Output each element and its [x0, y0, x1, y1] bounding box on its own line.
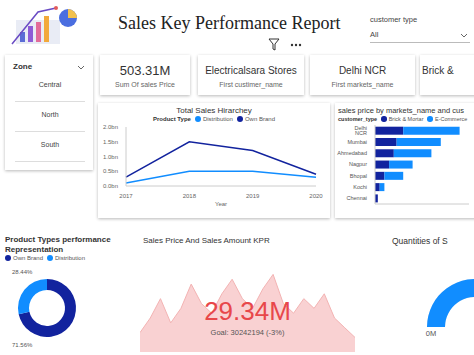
svg-text:2020: 2020 — [309, 193, 323, 199]
html-text:sales price by markets_name an: sales price by markets_name and cus — [338, 106, 464, 115]
html-text:South: South — [40, 141, 60, 148]
svg-text:Kochi: Kochi — [353, 184, 367, 190]
html-text:Goal: 30242194 (-3%): Goal: 30242194 (-3%) — [210, 328, 285, 337]
html-text:customer_type: customer_type — [338, 116, 378, 122]
svg-text:28.44%: 28.44% — [12, 269, 33, 275]
html-text:Own Brand: Own Brand — [13, 255, 43, 261]
svg-text:Chennai: Chennai — [347, 195, 368, 201]
svg-text:0.5bn: 0.5bn — [103, 168, 118, 174]
html-text:503.31M: 503.31M — [119, 63, 171, 78]
svg-text:2.0bn: 2.0bn — [103, 124, 118, 130]
svg-text:Bhopal: Bhopal — [350, 173, 367, 179]
html-text:Distribution: Distribution — [202, 116, 233, 122]
svg-text:Nagpur: Nagpur — [349, 161, 367, 167]
html-text:Sales Price And Sales Amount K: Sales Price And Sales Amount KPR — [143, 236, 270, 245]
html-text:Sum Of sales Price: Sum Of sales Price — [115, 81, 175, 88]
html-text:Own Brand: Own Brand — [245, 116, 275, 122]
svg-text:0M: 0M — [426, 329, 436, 338]
svg-text:Year: Year — [215, 201, 227, 206]
html-text:All: All — [370, 30, 379, 39]
svg-text:2017: 2017 — [119, 193, 133, 199]
html-text:Electricalsara Stores: Electricalsara Stores — [205, 65, 297, 76]
html-text:Central: Central — [38, 81, 62, 88]
svg-text:Ahmedabad: Ahmedabad — [337, 150, 367, 156]
svg-text:1.5bn: 1.5bn — [103, 139, 118, 145]
html-text:Total Sales Hirarchey: Total Sales Hirarchey — [176, 106, 252, 115]
html-text:Delhi NCR: Delhi NCR — [338, 65, 387, 76]
svg-text:2018: 2018 — [183, 193, 197, 199]
svg-text:DelhiNCR: DelhiNCR — [354, 125, 367, 136]
svg-text:1.0bn: 1.0bn — [103, 154, 118, 160]
html-text:E-Commerce: E-Commerce — [435, 116, 468, 122]
html-text:Brick & Mortar: Brick & Mortar — [388, 116, 424, 122]
html-text:First custimer_name: First custimer_name — [219, 81, 283, 88]
html-text:Zone: Zone — [13, 62, 33, 71]
html-text:Distribution: Distribution — [55, 255, 85, 261]
svg-text:0.0bn: 0.0bn — [103, 183, 118, 189]
html-text:Sales Key Performance Report: Sales Key Performance Report — [118, 13, 341, 33]
svg-text:2019: 2019 — [246, 193, 260, 199]
html-text:customer type: customer type — [370, 15, 418, 24]
svg-text:Mumbai: Mumbai — [347, 139, 367, 145]
html-text:Product Type: Product Type — [153, 116, 191, 122]
html-text:29.34M: 29.34M — [204, 296, 291, 326]
html-text:Brick &: Brick & — [422, 65, 454, 76]
html-text:North: North — [41, 111, 59, 118]
html-text:Product Types performance Repr: Product Types performance Representation — [5, 235, 111, 254]
svg-text:71.56%: 71.56% — [12, 342, 33, 348]
html-text:First markets_name: First markets_name — [331, 81, 394, 88]
html-text:Quantities of S: Quantities of S — [392, 236, 448, 246]
